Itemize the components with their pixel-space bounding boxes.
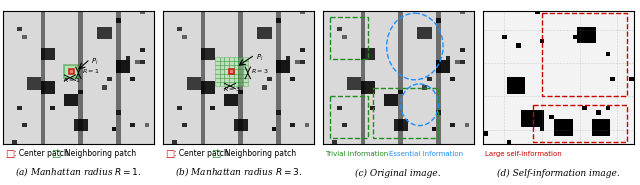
Bar (239, 69, 243, 74)
Text: $P_i$: $P_i$ (91, 57, 99, 67)
Bar (229, 74, 234, 78)
Text: □: □ (165, 149, 174, 159)
Text: : Center patch: : Center patch (174, 149, 229, 158)
Text: : Neighboring patch: : Neighboring patch (60, 149, 136, 158)
Bar (239, 78, 243, 82)
Bar (220, 57, 224, 61)
Bar (215, 69, 220, 74)
Bar (243, 65, 248, 69)
Bar (243, 82, 248, 86)
Bar (220, 69, 224, 74)
Text: $P_i$: $P_i$ (256, 53, 263, 63)
Bar (220, 74, 224, 78)
Bar (229, 78, 234, 82)
Bar (532, 105, 627, 142)
Text: (c) Original image.: (c) Original image. (355, 169, 441, 178)
Bar (220, 82, 224, 86)
Bar (215, 74, 220, 78)
Bar (372, 88, 438, 138)
Text: Essential information: Essential information (389, 151, 463, 157)
Bar (224, 61, 229, 65)
Text: □: □ (5, 149, 14, 159)
Bar (243, 69, 248, 74)
Text: (d) Self-information image.: (d) Self-information image. (497, 169, 620, 178)
Bar (239, 65, 243, 69)
Bar (239, 57, 243, 61)
Text: : Neighboring patch: : Neighboring patch (220, 149, 296, 158)
Bar (234, 57, 238, 61)
Bar (239, 61, 243, 65)
Bar (239, 74, 243, 78)
Bar (224, 82, 229, 86)
Bar (229, 61, 234, 65)
Bar (229, 82, 234, 86)
Text: $R=3$: $R=3$ (251, 68, 269, 75)
Bar (229, 57, 234, 61)
Bar (243, 74, 248, 78)
Bar (330, 17, 368, 59)
Bar (224, 69, 229, 74)
Bar (330, 96, 368, 138)
Bar (215, 65, 220, 69)
Text: (a) Manhattan radius $R = 1$.: (a) Manhattan radius $R = 1$. (15, 165, 141, 178)
Bar (234, 69, 238, 74)
Bar (234, 65, 238, 69)
Bar (69, 69, 74, 74)
Bar (220, 61, 224, 65)
Bar (229, 69, 234, 74)
Bar (224, 78, 229, 82)
Bar (224, 57, 229, 61)
Bar (215, 61, 220, 65)
Text: □: □ (211, 149, 220, 159)
Text: Trivial information: Trivial information (325, 151, 388, 157)
Bar (243, 61, 248, 65)
Bar (542, 13, 627, 96)
Text: : Center patch: : Center patch (14, 149, 69, 158)
Bar (215, 78, 220, 82)
Bar (234, 78, 238, 82)
Text: □: □ (51, 149, 60, 159)
Text: $R=1$: $R=1$ (63, 76, 80, 84)
Bar (234, 82, 238, 86)
Bar (64, 65, 79, 78)
Bar (220, 78, 224, 82)
Bar (239, 82, 243, 86)
Bar (224, 74, 229, 78)
Bar (220, 65, 224, 69)
Text: $R=3$: $R=3$ (223, 85, 240, 93)
Text: (b) Manhattan radius $R = 3$.: (b) Manhattan radius $R = 3$. (175, 165, 301, 178)
Bar (243, 78, 248, 82)
Bar (229, 65, 234, 69)
Bar (229, 69, 234, 74)
Bar (215, 82, 220, 86)
Bar (234, 61, 238, 65)
Bar (224, 65, 229, 69)
Text: Large self-information: Large self-information (485, 151, 562, 157)
Bar (234, 74, 238, 78)
Bar (243, 57, 248, 61)
Bar (215, 57, 220, 61)
Text: $R=1$: $R=1$ (82, 68, 99, 75)
